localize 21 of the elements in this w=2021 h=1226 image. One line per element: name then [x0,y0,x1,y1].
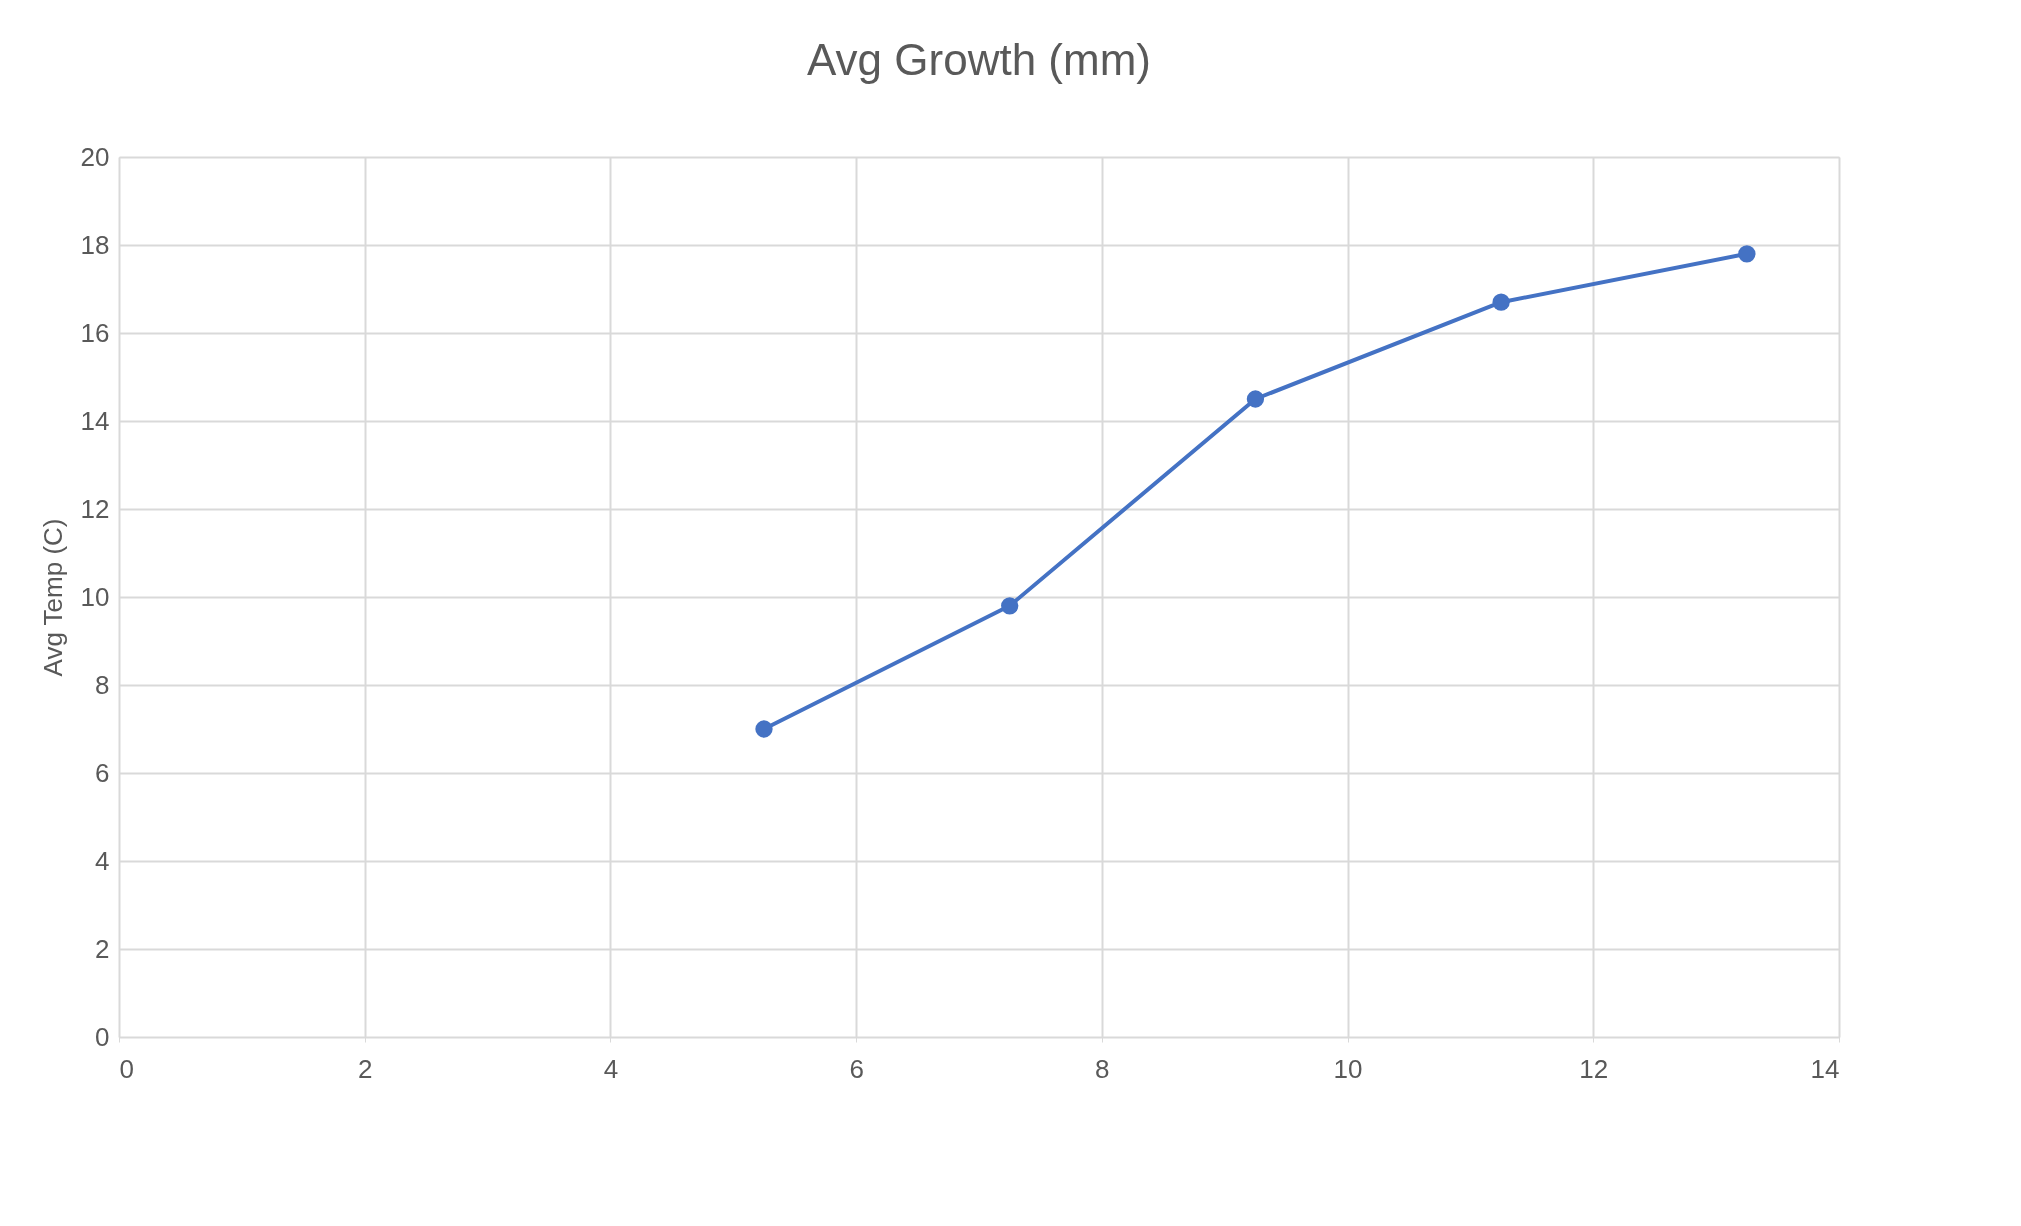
x-tick-label: 12 [1579,1053,1609,1084]
y-tick-label: 16 [80,317,110,348]
y-tick-label: 10 [80,581,110,612]
x-tick-label: 4 [603,1053,619,1084]
y-tick-label: 8 [95,669,110,700]
y-tick-label: 0 [95,1021,110,1052]
y-tick-label: 6 [95,757,110,788]
y-tick-label: 12 [80,493,110,524]
y-tick-label: 4 [95,845,110,876]
y-axis-title: Avg Temp (C) [37,518,68,677]
y-tick-label: 2 [95,933,110,964]
x-tick-label: 6 [849,1053,864,1084]
x-tick-label: 2 [357,1053,373,1084]
y-tick-label: 20 [80,141,110,172]
x-tick-label: 8 [1095,1053,1110,1084]
chart-title: Avg Growth (mm) [807,35,1151,84]
y-tick-label: 14 [80,405,110,436]
x-tick-label: 10 [1333,1053,1363,1084]
y-tick-label: 18 [80,229,110,260]
x-tick-label: 14 [1810,1053,1840,1084]
x-tick-label: 0 [119,1053,134,1084]
